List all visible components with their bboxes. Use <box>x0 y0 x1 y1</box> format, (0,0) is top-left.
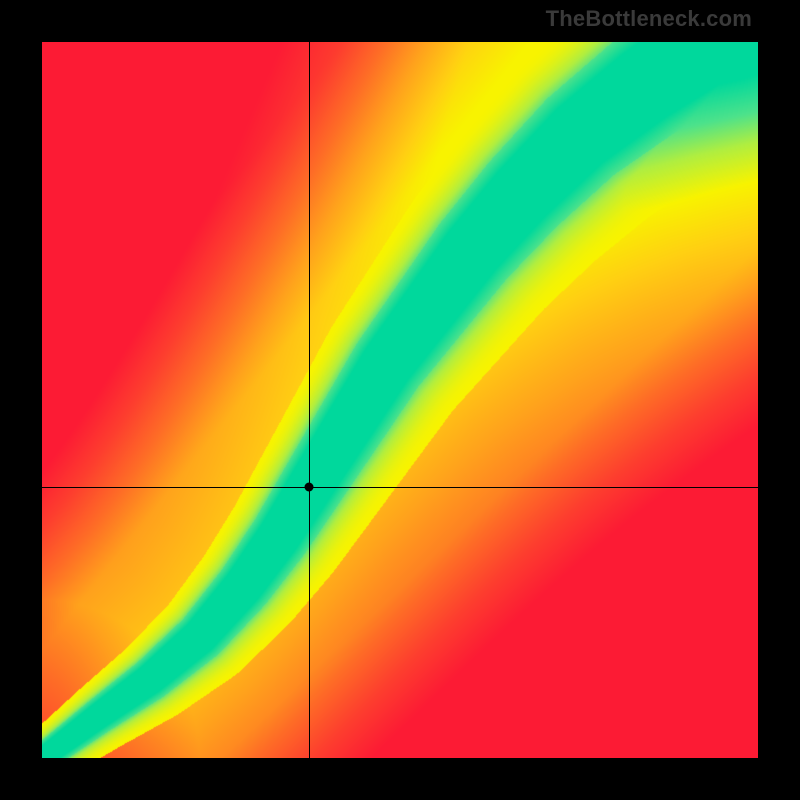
attribution-text: TheBottleneck.com <box>546 6 752 32</box>
heatmap-canvas[interactable] <box>42 42 758 758</box>
chart-container: TheBottleneck.com <box>0 0 800 800</box>
